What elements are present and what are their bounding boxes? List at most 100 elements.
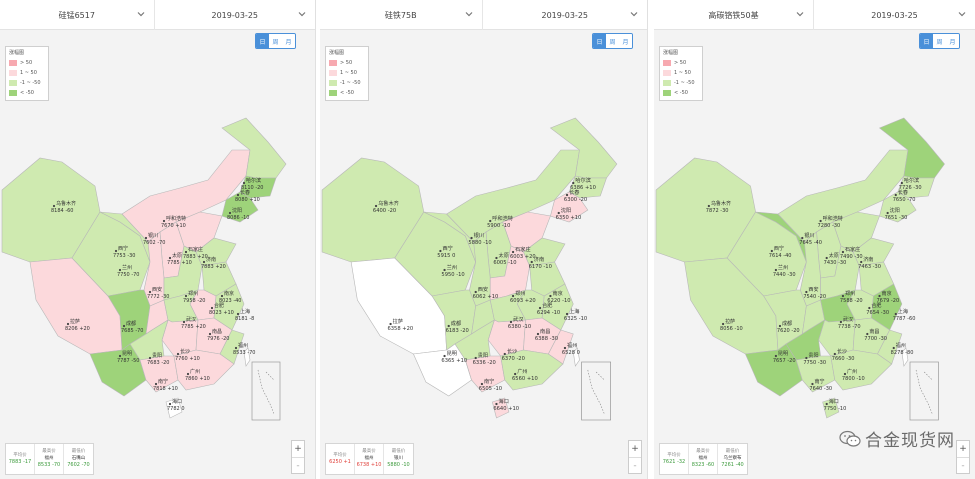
city-marker[interactable] (168, 402, 172, 406)
city-marker[interactable] (236, 312, 240, 316)
city-marker[interactable] (168, 256, 172, 260)
city-marker[interactable] (841, 250, 845, 254)
city-marker[interactable] (182, 320, 186, 324)
city-marker[interactable] (220, 294, 224, 298)
zoom-in-button[interactable]: + (294, 444, 302, 454)
city-marker[interactable] (118, 354, 122, 358)
zoom-out-button[interactable]: - (957, 457, 969, 473)
product-select[interactable]: 硅铁75B (320, 0, 483, 30)
city-marker[interactable] (66, 322, 70, 326)
city-marker[interactable] (176, 352, 180, 356)
city-marker[interactable] (443, 268, 446, 272)
city-marker[interactable] (374, 204, 378, 208)
city-marker[interactable] (184, 250, 188, 254)
city-marker[interactable] (443, 354, 446, 358)
city-marker[interactable] (148, 356, 152, 360)
city-marker[interactable] (530, 260, 533, 264)
period-tab[interactable]: 日 (920, 34, 933, 48)
city-marker[interactable] (801, 236, 804, 240)
period-tab[interactable]: 日 (593, 34, 606, 48)
city-marker[interactable] (866, 332, 869, 336)
city-marker[interactable] (509, 320, 513, 324)
city-marker[interactable] (894, 193, 897, 197)
city-marker[interactable] (114, 249, 118, 253)
product-select[interactable]: 硅锰6517 (0, 0, 155, 30)
date-select[interactable]: 2019-03-25 (155, 0, 315, 30)
city-marker[interactable] (122, 324, 126, 328)
city-marker[interactable] (819, 219, 822, 223)
city-marker[interactable] (503, 352, 506, 356)
city-marker[interactable] (839, 320, 843, 324)
city-marker[interactable] (721, 322, 725, 326)
zoom-in-button[interactable]: + (631, 444, 639, 454)
city-marker[interactable] (242, 181, 246, 185)
period-tab[interactable]: 周 (606, 34, 619, 48)
city-marker[interactable] (208, 332, 212, 336)
city-marker[interactable] (184, 294, 188, 298)
city-marker[interactable] (495, 402, 498, 406)
province-guangdong[interactable] (830, 349, 893, 391)
city-marker[interactable] (447, 324, 450, 328)
city-marker[interactable] (894, 312, 897, 316)
zoom-out-button[interactable]: - (629, 457, 641, 473)
city-marker[interactable] (118, 268, 122, 272)
city-marker[interactable] (860, 260, 863, 264)
city-marker[interactable] (886, 211, 889, 215)
city-marker[interactable] (825, 256, 828, 260)
city-marker[interactable] (565, 312, 569, 316)
city-marker[interactable] (389, 322, 392, 326)
date-select[interactable]: 2019-03-25 (483, 0, 648, 30)
period-tab[interactable]: 周 (269, 34, 282, 48)
period-tab[interactable]: 月 (619, 34, 632, 48)
city-marker[interactable] (565, 193, 569, 197)
city-marker[interactable] (148, 290, 152, 294)
date-select[interactable]: 2019-03-25 (814, 0, 975, 30)
city-marker[interactable] (489, 219, 492, 223)
city-marker[interactable] (186, 372, 190, 376)
province-guangdong[interactable] (500, 349, 564, 391)
city-marker[interactable] (811, 382, 814, 386)
city-marker[interactable] (549, 294, 552, 298)
city-marker[interactable] (144, 236, 148, 240)
city-marker[interactable] (154, 382, 158, 386)
city-marker[interactable] (228, 211, 232, 215)
city-marker[interactable] (868, 306, 871, 310)
city-marker[interactable] (841, 294, 845, 298)
city-marker[interactable] (511, 250, 515, 254)
province-guangdong[interactable] (173, 349, 235, 391)
city-marker[interactable] (439, 249, 442, 253)
product-select[interactable]: 高碳铬铁50基 (654, 0, 814, 30)
city-marker[interactable] (210, 306, 214, 310)
city-marker[interactable] (572, 181, 575, 185)
city-marker[interactable] (833, 352, 836, 356)
city-marker[interactable] (513, 372, 517, 376)
city-marker[interactable] (774, 354, 778, 358)
city-marker[interactable] (474, 290, 477, 294)
city-marker[interactable] (202, 260, 206, 264)
city-marker[interactable] (878, 294, 881, 298)
city-marker[interactable] (900, 181, 903, 185)
city-marker[interactable] (536, 332, 540, 336)
period-tab[interactable]: 月 (282, 34, 295, 48)
province-taiwan[interactable] (572, 347, 580, 367)
period-tab[interactable]: 周 (933, 34, 946, 48)
city-marker[interactable] (774, 268, 778, 272)
city-marker[interactable] (892, 346, 895, 350)
city-marker[interactable] (825, 402, 828, 406)
city-marker[interactable] (236, 193, 240, 197)
city-marker[interactable] (470, 236, 473, 240)
province-taiwan[interactable] (243, 347, 251, 367)
city-marker[interactable] (778, 324, 782, 328)
city-marker[interactable] (480, 382, 484, 386)
province-taiwan[interactable] (901, 347, 909, 367)
zoom-out-button[interactable]: - (292, 457, 304, 473)
city-marker[interactable] (707, 204, 710, 208)
city-marker[interactable] (52, 204, 56, 208)
city-marker[interactable] (495, 256, 498, 260)
period-tab[interactable]: 月 (946, 34, 959, 48)
city-marker[interactable] (538, 306, 542, 310)
city-marker[interactable] (805, 356, 808, 360)
